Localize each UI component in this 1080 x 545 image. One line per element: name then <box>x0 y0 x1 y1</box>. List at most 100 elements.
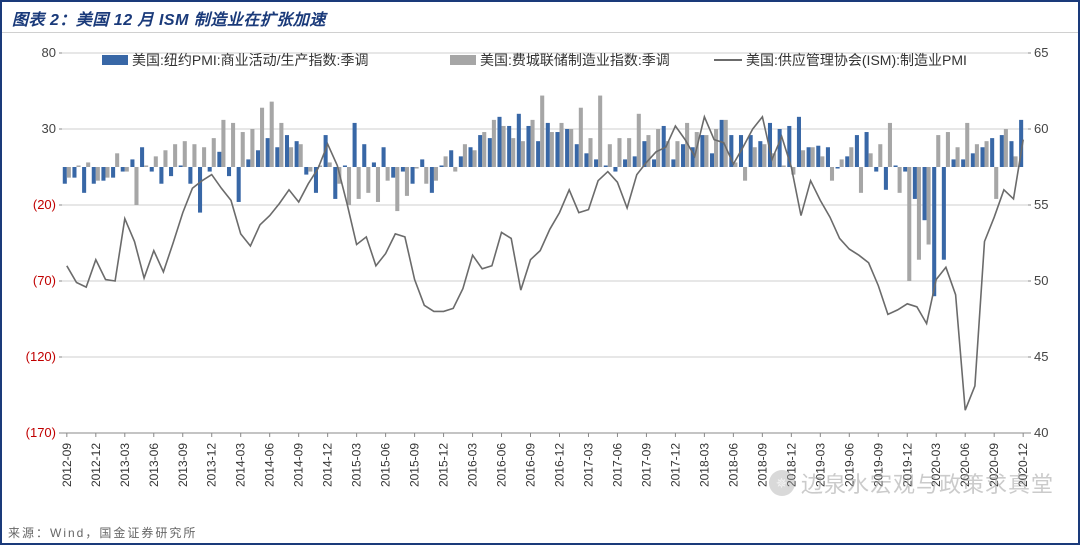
bar-philly <box>811 147 815 167</box>
bar-philly <box>415 167 419 169</box>
bar-ny <box>169 167 173 176</box>
svg-text:2018-06: 2018-06 <box>726 443 740 487</box>
bar-philly <box>154 156 158 167</box>
bar-ny <box>130 159 134 167</box>
bar-philly <box>125 167 129 172</box>
bar-ny <box>749 135 753 167</box>
bar-philly <box>144 165 148 167</box>
bar-philly <box>559 123 563 167</box>
bar-philly <box>878 144 882 167</box>
bar-ny <box>488 138 492 167</box>
bar-philly <box>67 167 71 178</box>
bar-philly <box>502 126 506 167</box>
bar-ny <box>478 135 482 167</box>
bar-philly <box>86 162 90 167</box>
svg-text:2014-12: 2014-12 <box>321 443 335 487</box>
bar-ny <box>652 159 656 167</box>
bar-philly <box>96 167 100 181</box>
bar-ny <box>256 150 260 167</box>
bar-philly <box>463 144 467 167</box>
bar-philly <box>588 138 592 167</box>
bar-philly <box>849 147 853 167</box>
bar-philly <box>260 108 264 167</box>
bar-philly <box>550 132 554 167</box>
bar-philly <box>163 150 167 167</box>
chart-title: 图表 2：美国 12 月 ISM 制造业在扩张加速 <box>12 12 326 29</box>
bar-philly <box>956 147 960 167</box>
bar-philly <box>357 167 361 199</box>
bar-philly <box>1004 129 1008 167</box>
bar-philly <box>366 167 370 193</box>
svg-text:2017-06: 2017-06 <box>610 443 624 487</box>
bar-ny <box>623 159 627 167</box>
bar-ny <box>275 147 279 167</box>
bar-philly <box>975 144 979 167</box>
bar-philly <box>617 138 621 167</box>
bar-philly <box>782 165 786 167</box>
legend-series3: 美国:供应管理协会(ISM):制造业PMI <box>746 52 967 68</box>
bar-philly <box>453 167 457 172</box>
svg-text:2019-09: 2019-09 <box>871 443 885 487</box>
bar-ny <box>517 114 521 167</box>
bar-ny <box>662 126 666 167</box>
svg-text:2015-06: 2015-06 <box>379 443 393 487</box>
bar-philly <box>105 167 109 178</box>
svg-text:2012-12: 2012-12 <box>89 443 103 487</box>
bar-philly <box>212 138 216 167</box>
bar-ny <box>778 129 782 167</box>
bar-ny <box>208 167 212 172</box>
bar-philly <box>386 167 390 181</box>
svg-text:2015-12: 2015-12 <box>437 443 451 487</box>
bar-philly <box>328 162 332 167</box>
svg-text:2012-09: 2012-09 <box>60 443 74 487</box>
bar-ny <box>913 167 917 199</box>
svg-text:(70): (70) <box>33 273 56 288</box>
bar-philly <box>173 144 177 167</box>
bar-ny <box>546 123 550 167</box>
bar-philly <box>183 141 187 167</box>
bar-ny <box>845 156 849 167</box>
bar-ny <box>420 159 424 167</box>
svg-text:2013-03: 2013-03 <box>118 443 132 487</box>
legend-series2: 美国:费城联储制造业指数:季调 <box>480 52 670 68</box>
bar-ny <box>497 117 501 167</box>
bar-ny <box>188 167 192 184</box>
bar-philly <box>801 150 805 167</box>
bar-philly <box>241 132 245 167</box>
bar-philly <box>540 96 544 167</box>
bar-ny <box>797 117 801 167</box>
bar-philly <box>859 167 863 193</box>
chart-area: 8030(20)(70)(120)(170)6560555045402012-0… <box>10 33 1070 501</box>
bar-ny <box>758 141 762 167</box>
bar-ny <box>304 167 308 175</box>
bar-philly <box>444 156 448 167</box>
bar-philly <box>994 167 998 199</box>
bar-philly <box>965 123 969 167</box>
bar-philly <box>898 167 902 193</box>
bar-ny <box>980 147 984 167</box>
bar-philly <box>753 147 757 167</box>
bar-ny <box>440 165 444 167</box>
svg-text:(20): (20) <box>33 197 56 212</box>
bar-philly <box>830 167 834 181</box>
svg-text:2014-06: 2014-06 <box>263 443 277 487</box>
bar-ny <box>362 144 366 167</box>
svg-text:2017-03: 2017-03 <box>581 443 595 487</box>
svg-text:2020-03: 2020-03 <box>929 443 943 487</box>
bar-ny <box>468 147 472 167</box>
bar-philly <box>598 96 602 167</box>
bar-philly <box>762 144 766 167</box>
bar-philly <box>279 123 283 167</box>
bar-ny <box>401 167 405 172</box>
svg-text:2019-06: 2019-06 <box>842 443 856 487</box>
bar-philly <box>946 132 950 167</box>
bar-ny <box>92 167 96 184</box>
bar-philly <box>192 144 196 167</box>
bar-ny <box>198 167 202 213</box>
bar-ny <box>295 141 299 167</box>
bar-philly <box>434 167 438 181</box>
bar-ny <box>594 159 598 167</box>
bar-philly <box>1014 156 1018 167</box>
svg-text:2015-09: 2015-09 <box>408 443 422 487</box>
bar-philly <box>250 129 254 167</box>
